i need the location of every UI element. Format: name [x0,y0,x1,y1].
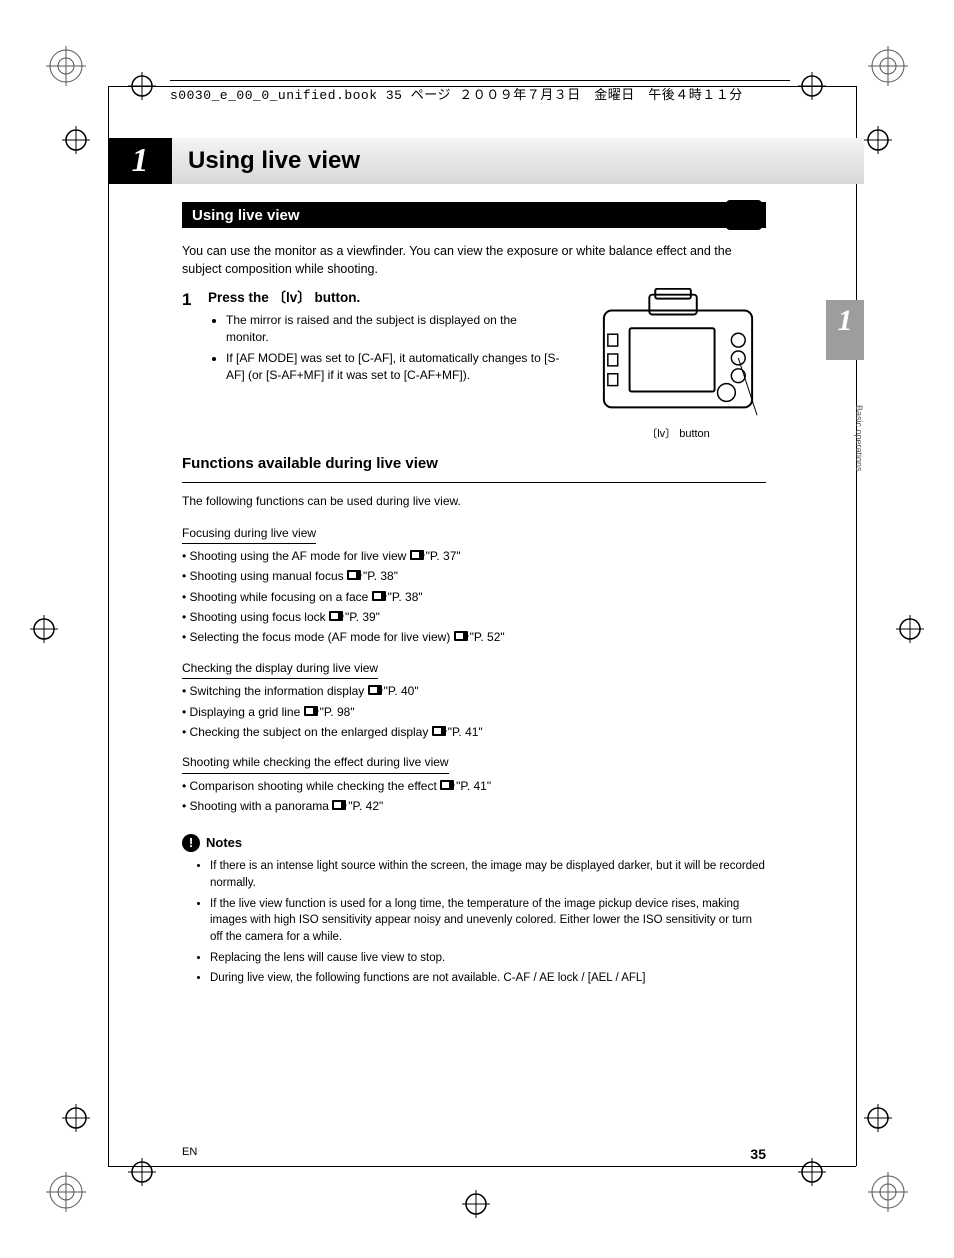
crop-mark [462,1190,490,1218]
divider [182,482,766,483]
section-title: Using live view [192,207,300,224]
chapter-heading: 1 Using live view [108,138,864,184]
footer-lang: EN [182,1146,197,1162]
functions-heading: Functions available during live view [182,453,438,476]
note-item: Replacing the lens will cause live view … [210,950,766,967]
func-item: • Shooting using focus lock "P. 39" [182,609,766,626]
warning-icon: ! [182,834,200,852]
crop-mark [864,1104,892,1132]
crop-mark [128,1158,156,1186]
registration-mark [868,46,908,86]
registration-mark [46,46,86,86]
func-group-title: Shooting while checking the effect durin… [182,754,449,773]
registration-mark [46,1172,86,1212]
page-number: 35 [750,1146,766,1162]
side-tab: 1 [826,300,864,360]
side-tab-label: Basic operations [826,368,864,508]
section-heading: Using live view [182,202,766,228]
crop-mark [62,1104,90,1132]
note-item: If there is an intense light source with… [210,858,766,891]
step-number: 1 [182,288,198,387]
page-body: You can use the monitor as a viewfinder.… [182,242,766,991]
notes-heading: ! Notes [182,834,766,853]
frame-line [108,86,109,1166]
step-bullet: If [AF MODE] was set to [C-AF], it autom… [226,350,562,385]
func-group: • Switching the information display "P. … [182,683,766,741]
source-filepath: s0030_e_00_0_unified.book 35 ページ ２００９年７月… [170,80,790,103]
functions-lead: The following functions can be used duri… [182,493,766,510]
crop-mark [896,615,924,643]
crop-mark [30,615,58,643]
crop-mark [798,1158,826,1186]
step-main: Press the 〔lv〕 button. [208,288,562,308]
notes-list: If there is an intense light source with… [210,858,766,987]
crop-mark [864,126,892,154]
func-group-title: Checking the display during live view [182,660,378,679]
registration-mark [868,1172,908,1212]
func-item: • Shooting using the AF mode for live vi… [182,548,766,565]
intro-text: You can use the monitor as a viewfinder.… [182,242,766,278]
chapter-number: 1 [108,138,172,184]
page-footer: EN 35 [182,1146,766,1162]
notes-label: Notes [206,834,242,853]
step-bullet: The mirror is raised and the subject is … [226,312,562,347]
frame-line [108,1166,856,1167]
func-item: • Displaying a grid line "P. 98" [182,704,766,721]
crop-mark [62,126,90,154]
func-group: • Shooting using the AF mode for live vi… [182,548,766,647]
func-item: • Checking the subject on the enlarged d… [182,724,766,741]
step-1: 1 Press the 〔lv〕 button. The mirror is r… [182,288,562,387]
frame-line [856,86,857,1166]
func-item: • Switching the information display "P. … [182,683,766,700]
func-item: • Comparison shooting while checking the… [182,778,766,795]
note-item: If the live view function is used for a … [210,896,766,946]
chapter-title: Using live view [188,147,360,175]
func-item: • Shooting using manual focus "P. 38" [182,568,766,585]
func-item: • Shooting while focusing on a face "P. … [182,589,766,606]
note-item: During live view, the following function… [210,970,766,987]
side-tab-number: 1 [838,304,853,338]
func-item: • Shooting with a panorama "P. 42" [182,798,766,815]
func-group: • Comparison shooting while checking the… [182,778,766,816]
func-item: • Selecting the focus mode (AF mode for … [182,629,766,646]
func-group-title: Focusing during live view [182,525,316,544]
live-view-icon [726,200,762,230]
